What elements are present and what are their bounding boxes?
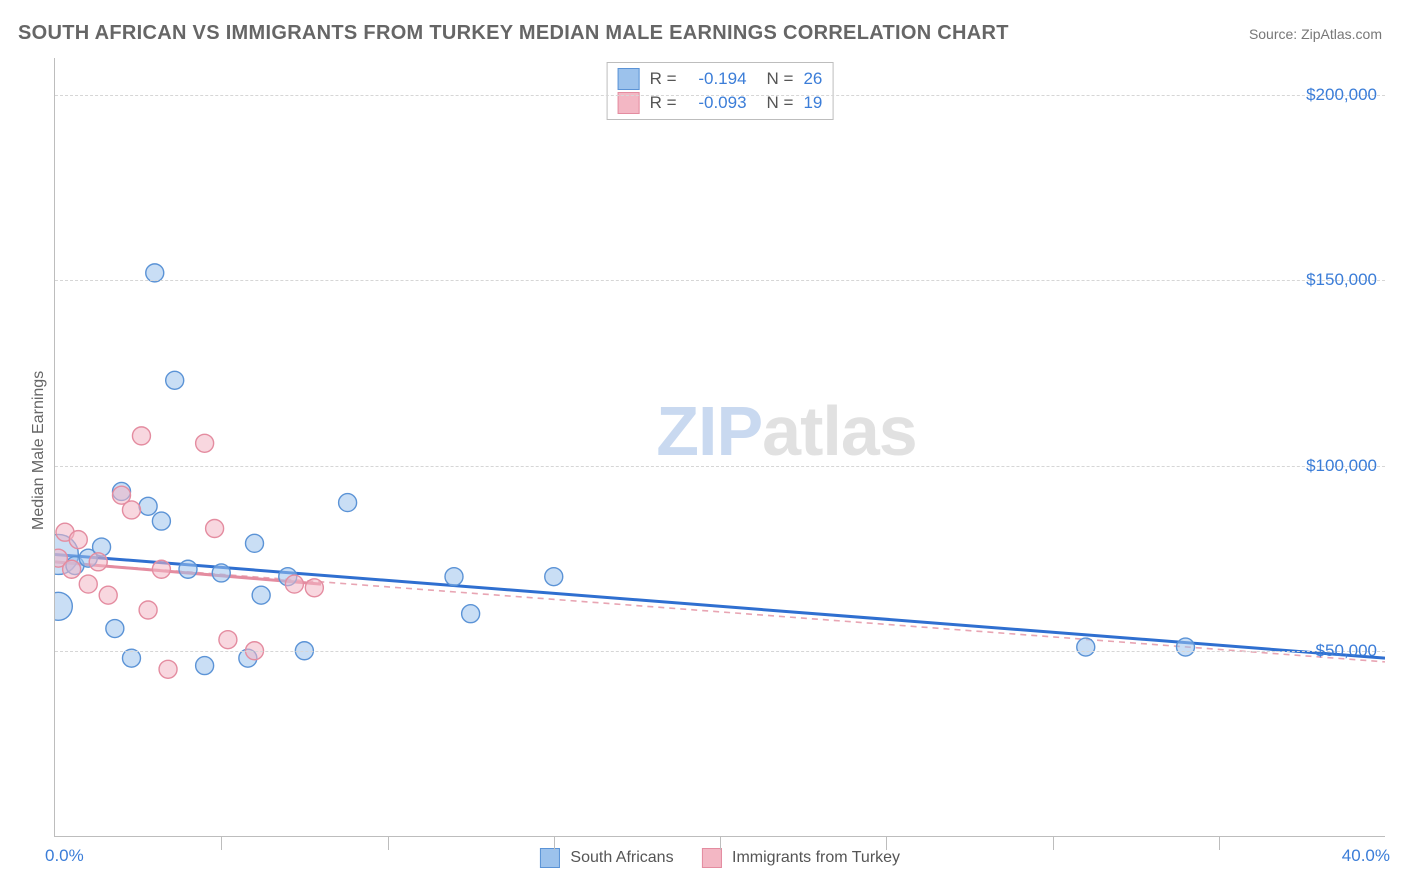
gridline (55, 651, 1385, 652)
scatter-point (252, 586, 270, 604)
scatter-point (89, 553, 107, 571)
y-tick-label: $100,000 (1306, 456, 1377, 476)
scatter-point (1077, 638, 1095, 656)
x-axis-min-label: 0.0% (45, 846, 84, 866)
gridline (55, 280, 1385, 281)
scatter-point (196, 657, 214, 675)
scatter-point (69, 531, 87, 549)
scatter-point (339, 494, 357, 512)
x-tick (1053, 836, 1054, 850)
scatter-point (445, 568, 463, 586)
scatter-point (159, 660, 177, 678)
legend-swatch-blue (540, 848, 560, 868)
scatter-point (132, 427, 150, 445)
x-tick (720, 836, 721, 850)
scatter-point (152, 512, 170, 530)
y-tick-label: $200,000 (1306, 85, 1377, 105)
scatter-point (55, 592, 72, 620)
scatter-point (246, 534, 264, 552)
scatter-point (166, 371, 184, 389)
legend-swatch-pink (702, 848, 722, 868)
scatter-svg (55, 58, 1385, 836)
scatter-point (63, 560, 81, 578)
scatter-point (152, 560, 170, 578)
scatter-point (545, 568, 563, 586)
x-tick (886, 836, 887, 850)
chart-container: SOUTH AFRICAN VS IMMIGRANTS FROM TURKEY … (0, 0, 1406, 892)
gridline (55, 95, 1385, 96)
scatter-point (212, 564, 230, 582)
scatter-point (99, 586, 117, 604)
legend-item: Immigrants from Turkey (702, 848, 900, 868)
scatter-point (139, 601, 157, 619)
x-tick (221, 836, 222, 850)
gridline (55, 466, 1385, 467)
scatter-point (146, 264, 164, 282)
scatter-point (139, 497, 157, 515)
scatter-point (106, 620, 124, 638)
scatter-point (219, 631, 237, 649)
y-axis-label: Median Male Earnings (30, 371, 48, 530)
chart-title: SOUTH AFRICAN VS IMMIGRANTS FROM TURKEY … (18, 22, 1009, 45)
scatter-point (462, 605, 480, 623)
x-tick (1219, 836, 1220, 850)
x-tick (388, 836, 389, 850)
scatter-point (285, 575, 303, 593)
scatter-point (206, 520, 224, 538)
scatter-point (122, 649, 140, 667)
legend-label: South Africans (570, 849, 673, 866)
scatter-point (122, 501, 140, 519)
x-axis-max-label: 40.0% (1342, 846, 1390, 866)
y-tick-label: $50,000 (1316, 641, 1377, 661)
source-label: Source: ZipAtlas.com (1249, 26, 1382, 42)
scatter-point (196, 434, 214, 452)
series-legend: South Africans Immigrants from Turkey (540, 848, 900, 868)
scatter-point (179, 560, 197, 578)
scatter-point (1177, 638, 1195, 656)
plot-area: ZIPatlas R = -0.194 N = 26 R = -0.093 N … (54, 58, 1385, 837)
legend-item: South Africans (540, 848, 674, 868)
x-tick (554, 836, 555, 850)
y-tick-label: $150,000 (1306, 270, 1377, 290)
scatter-point (305, 579, 323, 597)
scatter-point (79, 575, 97, 593)
legend-label: Immigrants from Turkey (732, 849, 900, 866)
